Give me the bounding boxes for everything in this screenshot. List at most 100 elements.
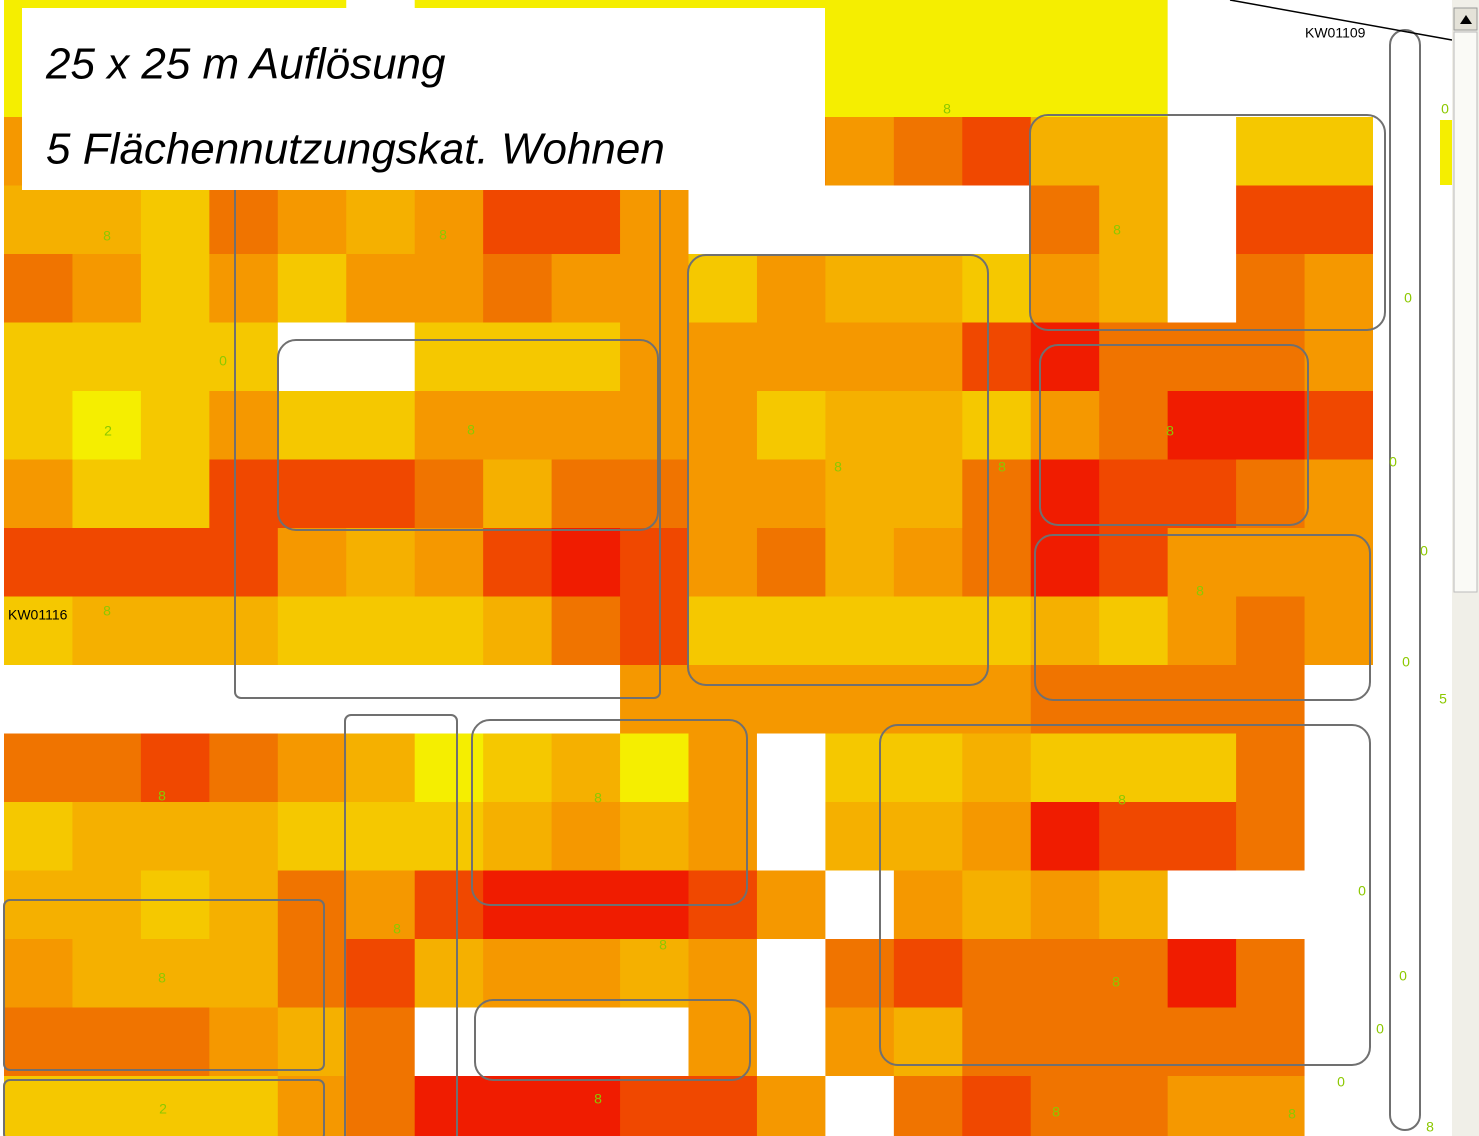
raster-cell: [4, 939, 74, 1009]
raster-cell: [414, 733, 484, 803]
raster-cell: [1099, 939, 1169, 1009]
raster-cell: [72, 665, 142, 735]
raster-cell: [414, 459, 484, 529]
raster-cell: [346, 596, 416, 666]
raster-cell: [72, 733, 142, 803]
raster-cell: [140, 254, 210, 324]
raster-cell: [1099, 459, 1169, 529]
cell-label: 8: [158, 788, 166, 804]
raster-cell: [620, 1076, 690, 1136]
raster-cell: [893, 665, 963, 735]
raster-cell: [346, 802, 416, 872]
raster-cell: [962, 254, 1032, 324]
raster-cell: [1304, 322, 1374, 392]
raster-cell: [414, 665, 484, 735]
raster-cell: [346, 459, 416, 529]
raster-cell: [277, 322, 347, 392]
raster-cell: [72, 1007, 142, 1077]
raster-cell: [688, 322, 758, 392]
raster-cell: [140, 802, 210, 872]
raster-cell: [620, 665, 690, 735]
raster-cell: [825, 48, 895, 118]
raster-cell: [1167, 391, 1237, 461]
raster-cell: [1167, 528, 1237, 598]
raster-cell: [1304, 528, 1374, 598]
cell-label: 8: [467, 422, 475, 438]
raster-cell: [209, 391, 279, 461]
raster-cell: [962, 665, 1032, 735]
title-line: 25 x 25 m Auflösung: [45, 40, 446, 89]
raster-cell: [620, 733, 690, 803]
title-box: [22, 8, 825, 190]
raster-cell: [72, 802, 142, 872]
arrow-icon: [1460, 15, 1472, 24]
raster-cell: [1167, 1076, 1237, 1136]
raster-cell: [962, 528, 1032, 598]
raster-cell: [4, 870, 74, 940]
raster-cell: [688, 391, 758, 461]
raster-cell: [551, 665, 621, 735]
parcel-outline: [1039, 344, 1309, 526]
raster-cell: [1236, 254, 1306, 324]
scroll-thumb[interactable]: [1453, 31, 1478, 593]
cell-label: 0: [1376, 1021, 1384, 1037]
raster-cell: [4, 1007, 74, 1077]
raster-cell: [893, 322, 963, 392]
raster-cell: [140, 596, 210, 666]
raster-cell: [1030, 459, 1100, 529]
raster-cell: [551, 185, 621, 255]
raster-cell: [140, 733, 210, 803]
parcel-outline: [474, 999, 751, 1081]
raster-cell: [4, 596, 74, 666]
raster-cell: [688, 596, 758, 666]
raster-cell: [346, 322, 416, 392]
raster-cell: [756, 665, 826, 735]
title-line: 5 Flächennutzungskat. Wohnen: [46, 125, 665, 174]
raster-cell: [962, 802, 1032, 872]
raster-cell: [414, 596, 484, 666]
raster-cell: [962, 1076, 1032, 1136]
raster-cell: [551, 733, 621, 803]
raster-cell: [1167, 596, 1237, 666]
cell-label: 8: [1288, 1106, 1296, 1122]
raster-cell: [72, 870, 142, 940]
raster-cell: [551, 322, 621, 392]
raster-cell: [825, 733, 895, 803]
raster-cell: [72, 596, 142, 666]
raster-cell: [1304, 1076, 1374, 1136]
parcel-outline: [879, 724, 1371, 1066]
raster-cell: [4, 733, 74, 803]
raster-cell: [688, 939, 758, 1009]
raster-cell: [72, 391, 142, 461]
raster-cell: [1236, 48, 1306, 118]
raster-cell: [1167, 117, 1237, 187]
scrollbar[interactable]: [1452, 0, 1479, 1136]
raster-cell: [825, 1076, 895, 1136]
raster-cell: [414, 1007, 484, 1077]
cell-label: 8: [594, 790, 602, 806]
raster-cell: [209, 870, 279, 940]
raster-cell: [1167, 459, 1237, 529]
raster-cell: [346, 391, 416, 461]
raster-cell: [1167, 254, 1237, 324]
raster-cell: [1304, 870, 1374, 940]
raster-cell: [483, 802, 553, 872]
cell-label: 8: [1112, 974, 1120, 990]
raster-cell: [1236, 802, 1306, 872]
raster-cell: [1030, 185, 1100, 255]
raster-cell: [414, 391, 484, 461]
cell-label: 8: [1166, 423, 1174, 439]
raster-cell: [483, 665, 553, 735]
raster-cell: [893, 733, 963, 803]
parcel-outline: [344, 714, 458, 1136]
raster-cell: [4, 254, 74, 324]
raster-cell: [72, 939, 142, 1009]
raster-cell: [209, 1076, 279, 1136]
raster-cell: [1167, 322, 1237, 392]
raster-cell: [346, 528, 416, 598]
area-label: KW01116: [8, 607, 68, 623]
raster-cell: [277, 939, 347, 1009]
raster-cell: [962, 48, 1032, 118]
raster-cell: [620, 802, 690, 872]
raster-cell: [688, 254, 758, 324]
